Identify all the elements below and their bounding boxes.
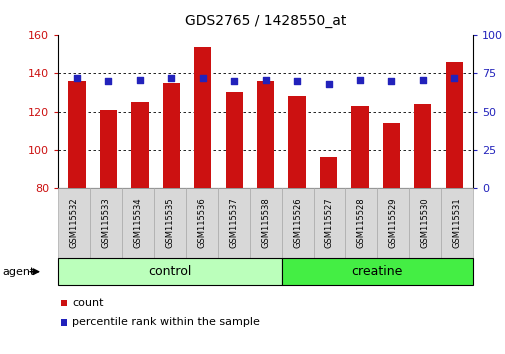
Point [261,77,269,82]
Point [198,75,207,81]
Text: count: count [72,298,104,308]
Text: GSM115536: GSM115536 [197,198,206,249]
Text: GSM115527: GSM115527 [324,198,333,249]
Point [167,75,175,81]
Point [230,78,238,84]
Text: GSM115528: GSM115528 [356,198,365,249]
Bar [414,104,431,188]
Bar [194,47,211,188]
Text: GSM115538: GSM115538 [261,198,270,249]
Text: GSM115529: GSM115529 [388,198,397,248]
Text: GSM115537: GSM115537 [229,198,238,249]
Point [104,78,112,84]
Text: control: control [148,265,191,278]
Text: GSM115531: GSM115531 [452,198,461,249]
Bar [319,157,336,188]
Bar [257,81,274,188]
Point [386,78,394,84]
Bar [288,96,305,188]
Text: GSM115532: GSM115532 [70,198,78,249]
Text: GSM115535: GSM115535 [165,198,174,249]
Bar [350,106,368,188]
Point [292,78,300,84]
Bar [382,123,399,188]
Text: GSM115533: GSM115533 [102,198,111,249]
Point [324,81,332,87]
Bar [131,102,148,188]
Point [449,75,458,81]
Text: GSM115526: GSM115526 [292,198,301,249]
Text: agent: agent [3,267,35,277]
Bar [225,92,242,188]
Bar [163,83,180,188]
Text: creatine: creatine [351,265,402,278]
Bar [445,62,462,188]
Point [355,77,363,82]
Point [73,75,81,81]
Text: GDS2765 / 1428550_at: GDS2765 / 1428550_at [185,14,345,28]
Point [136,77,144,82]
Point [418,77,426,82]
Text: GSM115534: GSM115534 [133,198,142,249]
Bar [68,81,85,188]
Bar [99,110,117,188]
Text: percentile rank within the sample: percentile rank within the sample [72,318,260,327]
Text: GSM115530: GSM115530 [420,198,429,249]
